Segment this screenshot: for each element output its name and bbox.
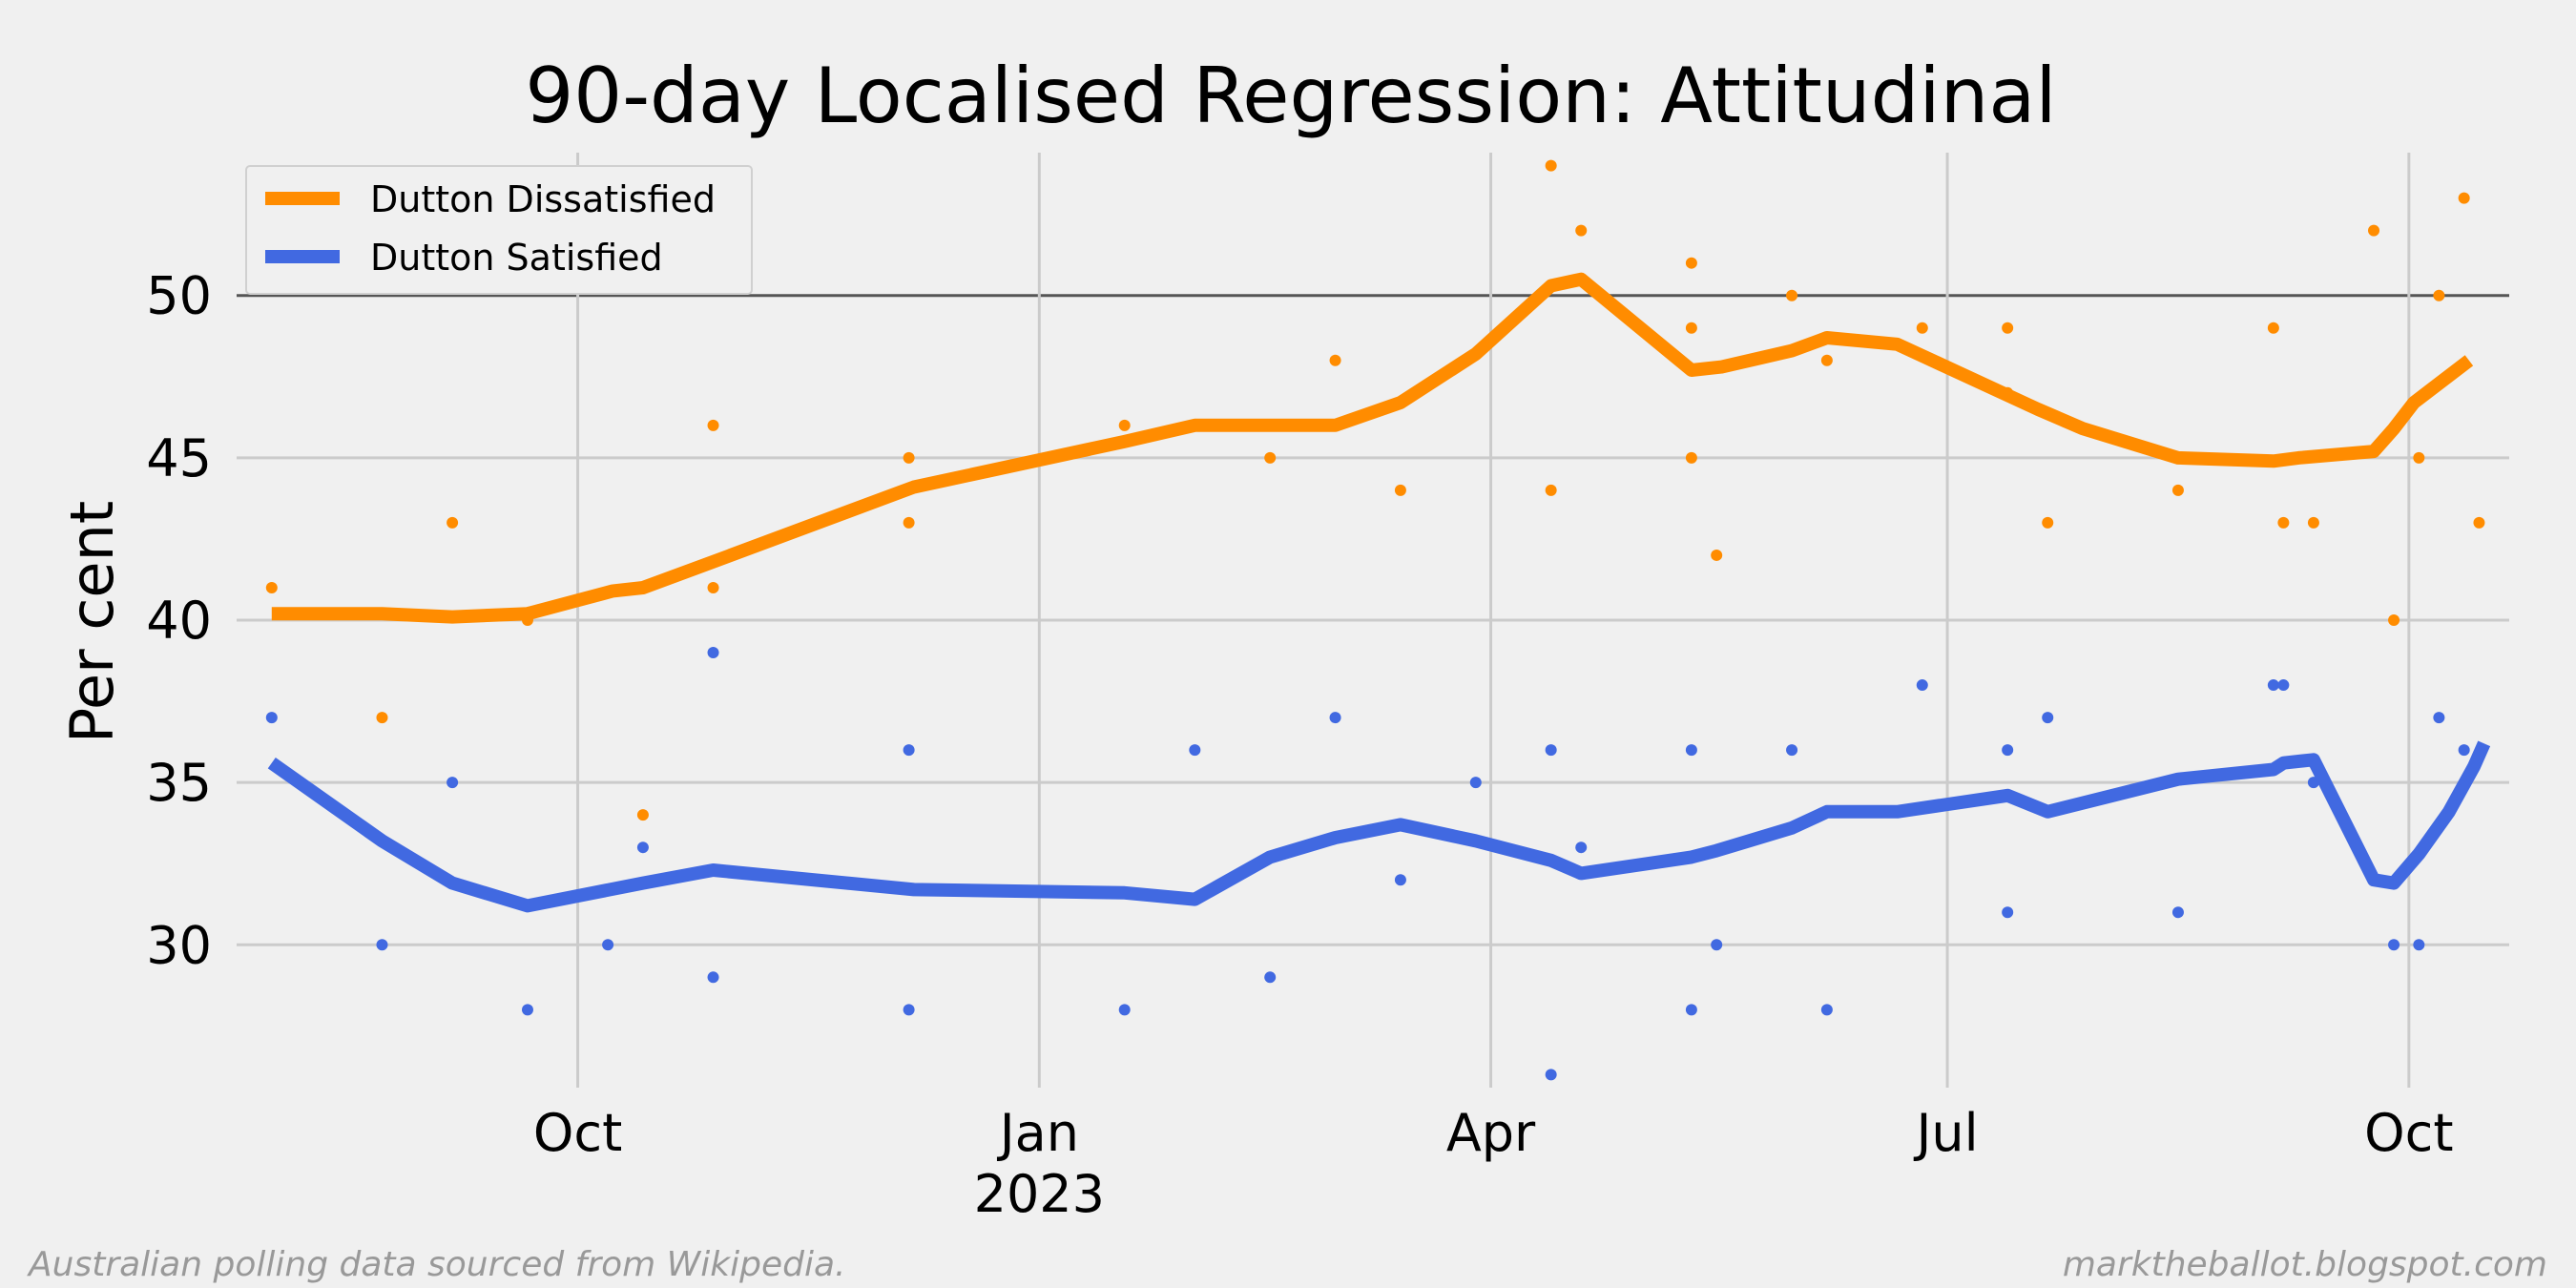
poll-point <box>2368 224 2380 237</box>
y-tick-label: 45 <box>146 428 212 488</box>
poll-point <box>2413 451 2425 464</box>
x-tick-label: Oct <box>533 1103 622 1163</box>
poll-point <box>376 712 388 724</box>
poll-point <box>707 647 719 659</box>
poll-point <box>903 451 915 464</box>
poll-point <box>265 581 278 593</box>
poll-point <box>1685 257 1697 269</box>
series-dutton-dissatisfied <box>265 159 2485 821</box>
poll-point <box>2002 906 2014 919</box>
poll-point <box>2277 679 2290 692</box>
poll-point <box>707 581 719 593</box>
poll-point <box>1916 322 1928 334</box>
legend-box <box>245 165 753 295</box>
poll-point <box>2388 614 2400 626</box>
poll-point <box>1264 971 1277 984</box>
series-dutton-satisfied <box>265 647 2491 1081</box>
poll-point <box>1189 744 1201 757</box>
poll-point <box>1394 484 1406 496</box>
trend-line <box>271 272 2474 624</box>
trend-line <box>267 740 2491 913</box>
poll-point <box>2413 939 2425 951</box>
poll-point <box>447 516 459 529</box>
poll-point <box>1685 322 1697 334</box>
gridlines <box>237 153 2509 1088</box>
legend: Dutton Dissatisfied Dutton Satisfied <box>245 165 753 295</box>
poll-point <box>1545 744 1557 757</box>
poll-point <box>636 809 649 821</box>
poll-point <box>2002 322 2014 334</box>
x-tick-label: Oct <box>2364 1103 2453 1163</box>
poll-point <box>602 939 614 951</box>
poll-point <box>2433 289 2445 301</box>
poll-point <box>1711 939 1723 951</box>
poll-point <box>903 1004 915 1016</box>
y-tick-label: 30 <box>146 915 212 975</box>
x-tick-label: Jul <box>1913 1103 1978 1163</box>
poll-point <box>1685 1004 1697 1016</box>
poll-point <box>2171 906 2184 919</box>
poll-point <box>903 516 915 529</box>
x-tick-year-label: 2023 <box>974 1164 1105 1224</box>
poll-point <box>2171 484 2184 496</box>
poll-point <box>1329 712 1341 724</box>
poll-point <box>2458 192 2470 204</box>
x-tick-label: Jan <box>997 1103 1079 1163</box>
poll-point <box>1394 874 1406 886</box>
poll-point <box>2277 516 2290 529</box>
series-layer <box>265 159 2491 1081</box>
poll-point <box>1685 744 1697 757</box>
poll-point <box>1545 1069 1557 1081</box>
footer-source: Australian polling data sourced from Wik… <box>29 1245 846 1284</box>
chart-title: 90-day Localised Regression: Attitudinal <box>525 52 2056 140</box>
poll-point <box>2458 744 2470 757</box>
poll-point <box>1545 484 1557 496</box>
poll-point <box>2042 712 2054 724</box>
poll-point <box>1786 744 1798 757</box>
y-tick-label: 40 <box>146 591 212 651</box>
poll-point <box>1575 224 1588 237</box>
poll-point <box>1685 451 1697 464</box>
x-tick-label: Apr <box>1446 1103 1536 1163</box>
poll-point <box>1118 1004 1131 1016</box>
poll-point <box>1469 777 1482 789</box>
poll-point <box>376 939 388 951</box>
poll-point <box>1264 451 1277 464</box>
poll-point <box>521 1004 533 1016</box>
y-tick-label: 50 <box>146 266 212 326</box>
poll-point <box>2307 516 2319 529</box>
y-tick-label: 35 <box>146 753 212 813</box>
poll-point <box>1545 159 1557 172</box>
poll-point <box>2473 516 2485 529</box>
y-axis-label: Per cent <box>57 501 127 743</box>
poll-point <box>1820 1004 1833 1016</box>
poll-point <box>1916 679 1928 692</box>
poll-point <box>2267 322 2279 334</box>
poll-point <box>1786 289 1798 301</box>
poll-point <box>2267 679 2279 692</box>
poll-point <box>265 712 278 724</box>
poll-point <box>1711 549 1723 561</box>
poll-point <box>903 744 915 757</box>
poll-point <box>707 971 719 984</box>
poll-point <box>2388 939 2400 951</box>
poll-point <box>636 841 649 854</box>
poll-point <box>1820 354 1833 366</box>
poll-point <box>447 777 459 789</box>
footer-site: marktheballot.blogspot.com <box>2062 1245 2547 1284</box>
poll-point <box>2433 712 2445 724</box>
poll-point <box>2002 744 2014 757</box>
poll-point <box>2042 516 2054 529</box>
legend-label: Dutton Dissatisfied <box>370 178 716 220</box>
legend-label: Dutton Satisfied <box>370 237 663 279</box>
poll-point <box>707 419 719 431</box>
poll-point <box>1118 419 1131 431</box>
poll-point <box>1329 354 1341 366</box>
poll-point <box>1575 841 1588 854</box>
